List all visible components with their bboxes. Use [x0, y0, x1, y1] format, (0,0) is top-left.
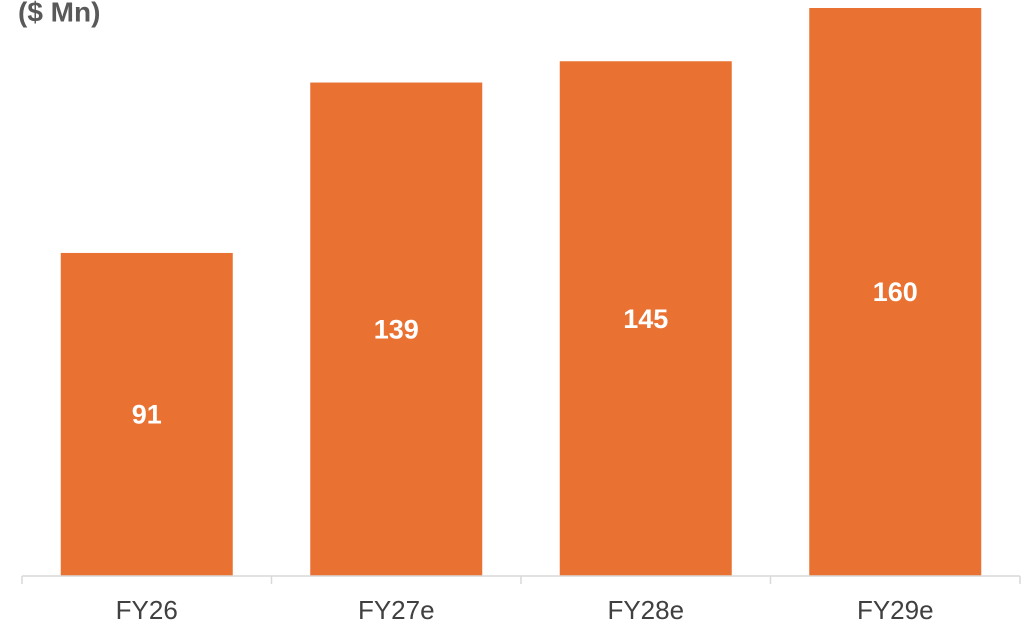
x-tick-label: FY27e: [358, 595, 435, 625]
chart-title: ($ Mn): [18, 0, 100, 27]
data-label: 139: [374, 314, 419, 344]
bar: [310, 82, 483, 577]
data-label: 160: [873, 277, 918, 307]
bar: [559, 61, 732, 576]
x-tick-label: FY29e: [857, 595, 934, 625]
data-label: 145: [623, 304, 668, 334]
bar: [60, 252, 233, 576]
bar: [809, 8, 982, 576]
data-label: 91: [132, 400, 162, 430]
x-tick-label: FY26: [116, 595, 178, 625]
x-tick-label: FY28e: [607, 595, 684, 625]
